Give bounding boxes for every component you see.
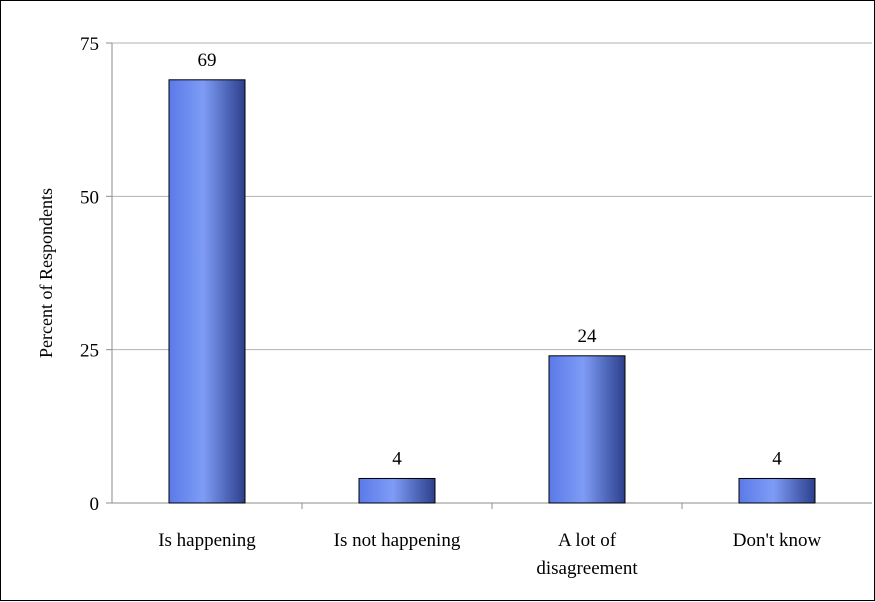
data-label: 4 <box>392 448 402 469</box>
data-label: 24 <box>578 326 598 347</box>
y-tick-label: 50 <box>80 187 99 208</box>
y-tick-label: 0 <box>90 494 100 515</box>
y-axis-label: Percent of Respondents <box>36 188 56 358</box>
bar <box>738 477 816 504</box>
x-tick-label: Is happening <box>158 530 256 551</box>
x-tick-label: A lot of disagreement <box>536 530 638 579</box>
bar <box>358 477 436 504</box>
x-tick-label: Don't know <box>733 530 822 551</box>
data-label: 69 <box>198 50 217 71</box>
x-tick-label: Is not happening <box>334 530 461 551</box>
data-label: 4 <box>772 448 782 469</box>
y-tick-label: 25 <box>80 341 99 362</box>
labels: 0 25 50 75 69 Is happening 4 Is not happening 24… <box>80 34 821 579</box>
bar <box>548 355 626 504</box>
bars <box>168 79 816 504</box>
bar <box>168 79 246 504</box>
y-tick-label: 75 <box>80 34 99 55</box>
